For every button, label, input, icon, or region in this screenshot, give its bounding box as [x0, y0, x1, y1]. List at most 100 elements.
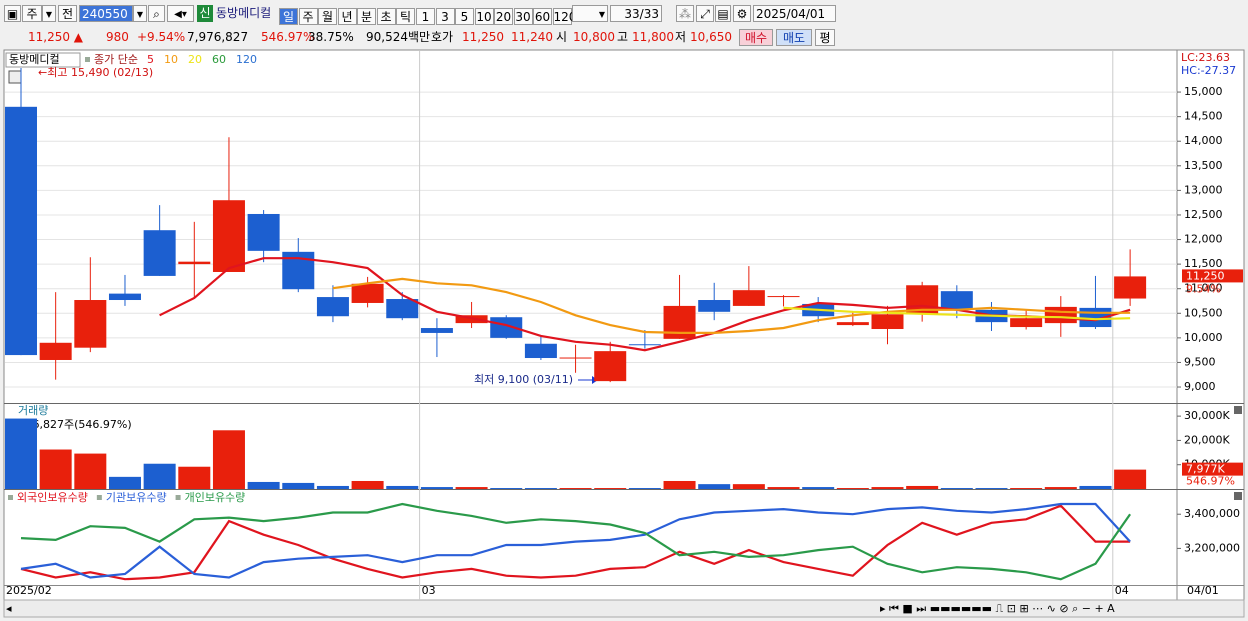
tool-icon[interactable]: ⤢ [696, 5, 714, 22]
legend-entry: 60 [212, 53, 226, 66]
name-box [5, 52, 81, 68]
ask: 11,250 [462, 30, 504, 44]
candle-body [594, 351, 627, 382]
interval-button[interactable]: 분 [357, 8, 376, 25]
buy-button[interactable]: 매수 [739, 29, 773, 46]
legend-entry: 외국인보유수량 [17, 491, 88, 504]
candle-body [143, 230, 176, 276]
volume-bar [1010, 488, 1043, 489]
volume-bar [490, 488, 523, 489]
y-tick-label: 3,400,000 [1184, 507, 1240, 520]
scrollbar[interactable] [3, 599, 1245, 618]
minute-button[interactable]: 1 [416, 8, 435, 25]
avg-button[interactable]: 평 [815, 29, 835, 46]
lc-label: LC:23.63 [1181, 51, 1230, 64]
sound-button[interactable]: ◀▾ [167, 5, 194, 22]
candle-body [178, 261, 211, 265]
y-tick-label: 13,000 [1184, 183, 1223, 196]
volume-tag-bg [1182, 462, 1243, 476]
period-select[interactable]: 주 [22, 5, 42, 22]
y-tick-label: 12,500 [1184, 208, 1223, 221]
interval-button[interactable]: 주 [298, 8, 318, 25]
minute-button[interactable]: 60 [533, 8, 552, 25]
dropdown[interactable]: ▼ [572, 5, 608, 22]
volume-bar [1044, 487, 1077, 489]
minute-button[interactable]: 5 [455, 8, 474, 25]
interval-button[interactable]: 년 [337, 8, 357, 25]
y-tick-label: 11,000 [1184, 282, 1223, 295]
volume-bar [143, 463, 176, 489]
save-icon[interactable]: ▤ [715, 5, 731, 22]
minute-button[interactable]: 20 [494, 8, 513, 25]
legend-entry: 10 [164, 53, 178, 66]
dropdown[interactable]: ▼ [133, 5, 147, 22]
count[interactable]: 33/33 [610, 5, 662, 22]
legend-icon [8, 495, 13, 500]
interval-button[interactable]: 일 [279, 8, 298, 25]
prev-button[interactable]: 전 [58, 5, 77, 22]
candle-body [940, 291, 973, 310]
volume-bar [871, 487, 904, 489]
minute-button[interactable]: 10 [474, 8, 494, 25]
bid: 11,240 [511, 30, 553, 44]
candle-body [386, 299, 419, 319]
candle-body [74, 300, 107, 348]
volume-bar [698, 484, 731, 489]
line-series [332, 277, 1131, 334]
tool-icon[interactable]: ⁂ [676, 5, 694, 22]
stock-name: 동방메디컬 [216, 6, 272, 20]
scroll-left[interactable]: ◂ [6, 602, 12, 615]
high-note: ←최고 15,490 (02/13) [38, 66, 153, 79]
y-tick-label: 30,000K [1184, 409, 1230, 422]
legend-entry: 5 [147, 53, 154, 66]
candle-body [767, 296, 800, 298]
pane-close[interactable] [1234, 406, 1242, 414]
volume-bar [1079, 485, 1112, 489]
sell-button[interactable]: 매도 [776, 29, 812, 46]
code-input[interactable]: 240550 [79, 5, 133, 22]
low-note: 최저 9,100 (03/11) [474, 373, 573, 386]
line-series [159, 257, 1131, 352]
y-tick-label: 9,000 [1184, 380, 1216, 393]
open: 10,800 [573, 30, 615, 44]
label: 시 [556, 30, 568, 44]
minute-button[interactable]: 30 [513, 8, 533, 25]
volume-bar [351, 480, 384, 489]
label: 호가 [431, 30, 454, 44]
line-series [20, 504, 1131, 581]
volume-title: 거래량 [18, 404, 48, 417]
volume-bar [420, 487, 453, 489]
interval-button[interactable]: 월 [318, 8, 337, 25]
date-input[interactable]: 2025/04/01 [753, 5, 836, 22]
turnover: 38.75% [308, 30, 354, 44]
y-tick-label: 10,000 [1184, 331, 1223, 344]
pane-close[interactable] [1234, 492, 1242, 500]
x-tick-label: 03 [422, 584, 436, 597]
candle-body [559, 357, 592, 359]
ma-label: 종가 단순 [94, 53, 138, 66]
scroll-controls[interactable]: ▸ ⏮ ■ ⏭ ▬▬▬▬▬▬ ⎍ ⊡ ⊞ ⋯ ∿ ⊘ ⌕ − + A [880, 602, 1115, 615]
candle-body [39, 342, 72, 360]
legend-icon [96, 495, 102, 500]
volume-bar [39, 449, 72, 489]
line-series [783, 306, 1131, 321]
y-tick-label: 11,500 [1184, 257, 1223, 270]
dropdown[interactable]: ▼ [42, 5, 56, 22]
search-button[interactable]: ⌕ [148, 5, 165, 22]
volume-bar [906, 485, 939, 489]
minute-button[interactable]: 3 [435, 8, 455, 25]
minute-button[interactable]: 120 [552, 8, 577, 25]
candle-body [871, 314, 904, 330]
chart-frame [3, 49, 1245, 601]
label: 저 [675, 30, 687, 44]
settings-icon[interactable]: ⚙ [733, 5, 751, 22]
interval-button[interactable]: 초 [376, 8, 396, 25]
volume-bar [74, 453, 107, 489]
candle-body [628, 344, 661, 346]
volume-bar [5, 418, 37, 489]
volume-bar [940, 488, 973, 489]
interval-button[interactable]: 틱 [396, 8, 415, 25]
volume-bar [282, 482, 315, 489]
menu-icon[interactable]: ▣ [4, 5, 21, 22]
